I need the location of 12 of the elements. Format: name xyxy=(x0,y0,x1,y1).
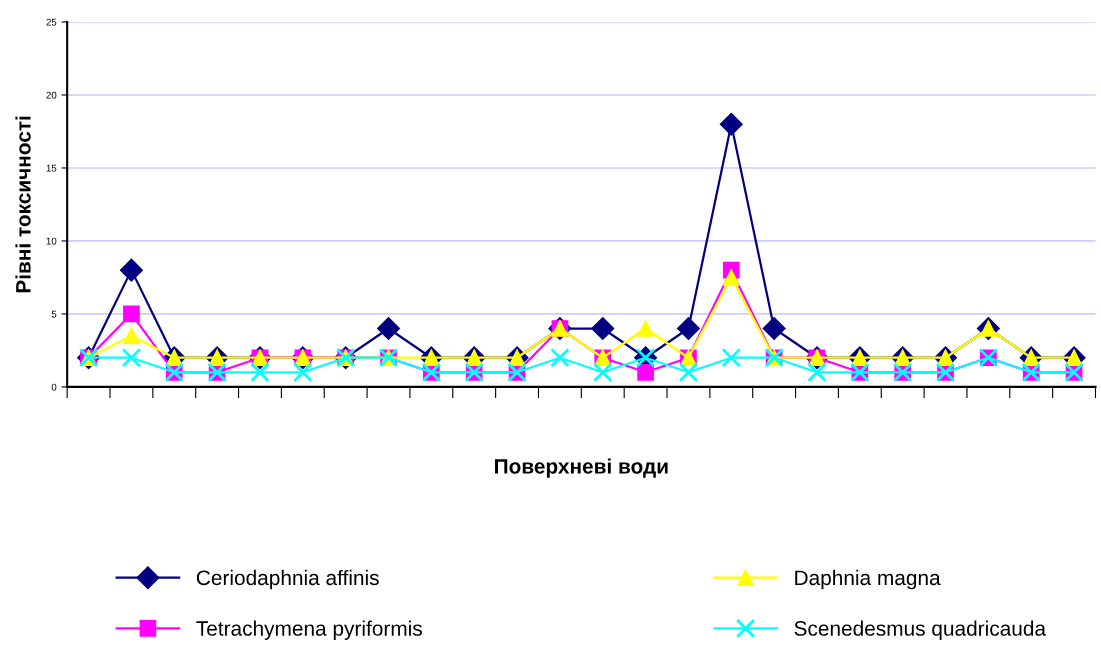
y-tick-label: 20 xyxy=(46,91,57,99)
y-tick-label: 0 xyxy=(51,383,57,391)
y-axis-title: Рівні токсичності xyxy=(15,116,31,293)
legend-label: Daphnia magna xyxy=(795,569,941,590)
x-axis-title: Поверхневі води xyxy=(495,458,668,478)
y-tick-label: 10 xyxy=(46,237,57,245)
y-tick-label: 15 xyxy=(46,164,57,172)
legend-label: Tetrachymena pyriformis xyxy=(196,620,422,640)
legend-label: Scenedesmus quadricauda xyxy=(794,620,1047,640)
y-tick-label: 5 xyxy=(51,310,57,318)
legend-label: Ceriodaphnia affinis xyxy=(196,569,379,590)
y-tick-label: 25 xyxy=(46,18,57,26)
